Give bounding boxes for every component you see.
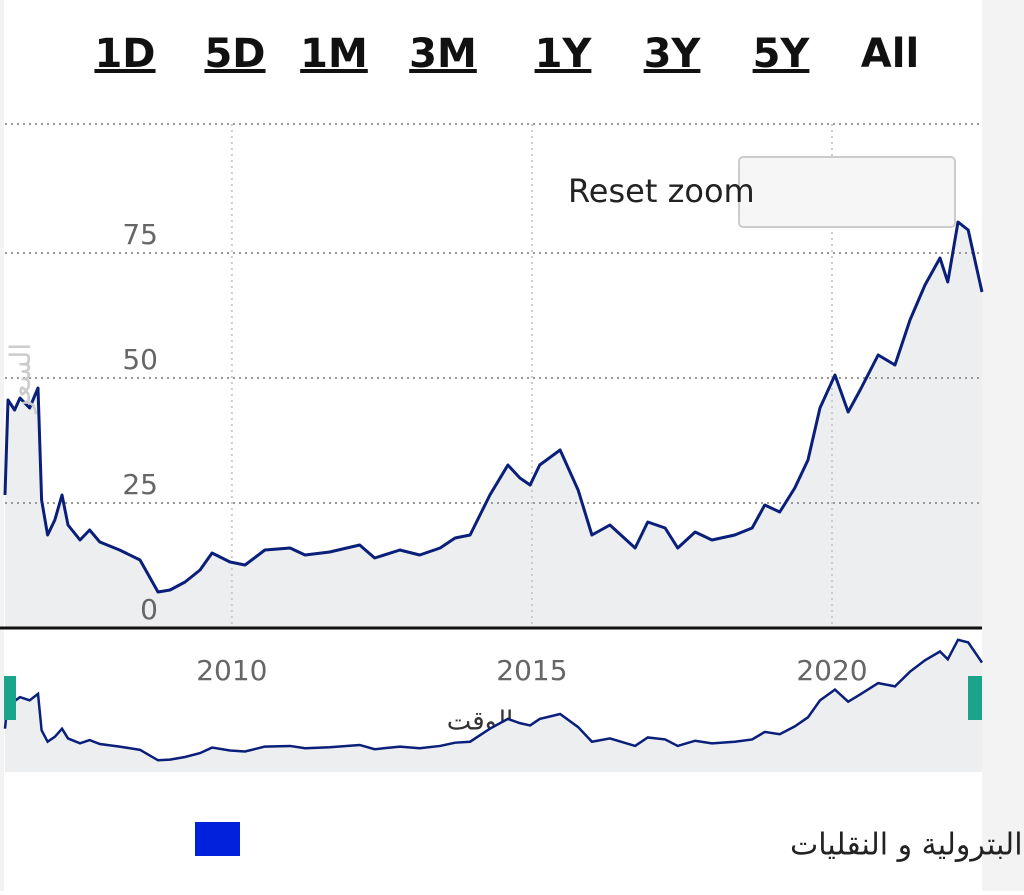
range-selector: 1D 5D 1M 3M 1Y 3Y 5Y All bbox=[94, 31, 919, 77]
x-tick-label: 2010 bbox=[196, 654, 267, 687]
side-strip bbox=[982, 0, 1024, 891]
x-tick-label: 2015 bbox=[496, 654, 567, 687]
reset-zoom-label: Reset zoom bbox=[568, 172, 755, 210]
range-button[interactable]: 5Y bbox=[753, 31, 811, 77]
y-tick-label: 75 bbox=[122, 218, 158, 251]
navigator-handle[interactable] bbox=[968, 676, 982, 720]
side-strip bbox=[0, 0, 4, 891]
navigator bbox=[3, 638, 984, 772]
navigator-area bbox=[5, 639, 982, 772]
area-fill bbox=[5, 222, 982, 628]
reset-zoom-button[interactable] bbox=[738, 156, 956, 228]
legend-label[interactable]: شركة الدريس للخدمات البترولية و النقليات bbox=[790, 828, 1024, 863]
price-line bbox=[3, 220, 984, 594]
range-button[interactable]: 1M bbox=[300, 31, 368, 77]
y-tick-label: 0 bbox=[140, 593, 158, 626]
range-button[interactable]: 3M bbox=[409, 31, 477, 77]
range-button[interactable]: 1Y bbox=[535, 31, 593, 77]
x-tick-label: 2020 bbox=[796, 654, 867, 687]
navigator-handle[interactable] bbox=[4, 676, 16, 720]
range-button[interactable]: 1D bbox=[94, 31, 155, 77]
y-axis-title: السعر bbox=[4, 343, 37, 415]
range-button[interactable]: 3Y bbox=[644, 31, 702, 77]
navigator-line bbox=[3, 638, 984, 762]
plot-area: 0 25 50 75 2010 2015 2020 bbox=[0, 124, 984, 687]
range-button[interactable]: All bbox=[861, 31, 919, 77]
y-tick-label: 50 bbox=[122, 343, 158, 376]
legend-swatch[interactable] bbox=[195, 822, 240, 856]
y-tick-label: 25 bbox=[122, 468, 158, 501]
range-button[interactable]: 5D bbox=[204, 31, 265, 77]
